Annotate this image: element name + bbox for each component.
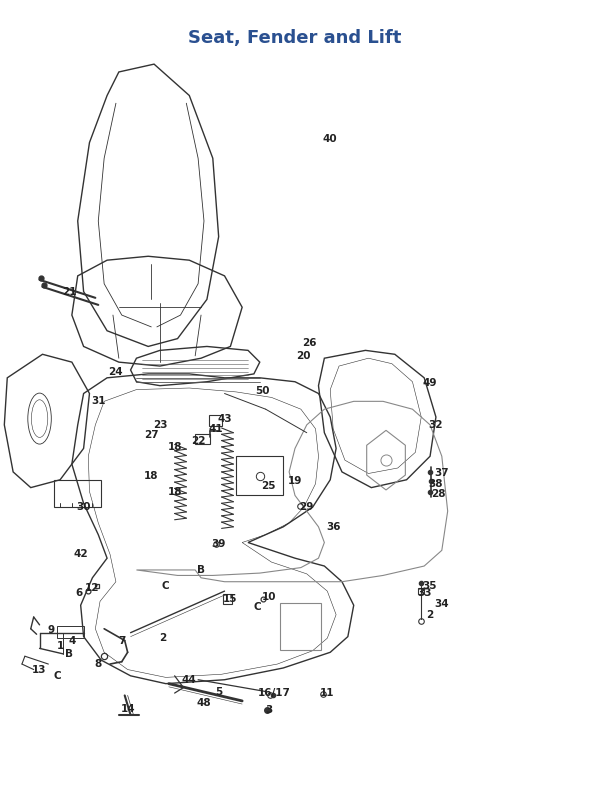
Text: 27: 27 [144,430,159,440]
Text: 19: 19 [288,476,302,486]
Text: 49: 49 [423,379,437,388]
Text: 15: 15 [223,594,238,604]
Text: 23: 23 [153,420,167,430]
Text: 28: 28 [432,489,446,499]
Text: 14: 14 [120,704,135,714]
Text: 26: 26 [303,338,317,348]
Text: 1: 1 [57,641,64,651]
Text: 12: 12 [85,583,100,593]
Text: 32: 32 [429,420,443,430]
Text: 20: 20 [297,351,311,361]
Text: 10: 10 [261,593,276,602]
Text: 34: 34 [434,599,449,608]
Text: 50: 50 [255,386,270,396]
Text: 41: 41 [208,423,223,434]
Text: 21: 21 [62,286,76,297]
Text: 22: 22 [191,435,205,445]
Text: 6: 6 [76,589,83,598]
Text: 16/17: 16/17 [258,688,291,698]
Text: 7: 7 [118,636,126,645]
Text: 18: 18 [168,486,182,497]
Text: B: B [197,565,205,575]
Text: 35: 35 [423,581,437,590]
Text: Seat, Fender and Lift: Seat, Fender and Lift [188,29,402,47]
Text: 39: 39 [211,539,226,549]
Text: 4: 4 [68,636,76,645]
Text: 38: 38 [429,478,443,489]
Text: 3: 3 [265,704,272,715]
Text: 18: 18 [144,471,158,481]
Text: 44: 44 [182,674,196,685]
Text: 29: 29 [300,502,314,512]
Text: 48: 48 [196,698,211,708]
Text: C: C [162,581,169,590]
Text: 8: 8 [94,659,102,669]
Text: 18: 18 [168,442,182,452]
Text: 31: 31 [91,397,106,406]
Text: 5: 5 [215,686,222,696]
Text: 37: 37 [434,468,449,478]
Text: 9: 9 [48,626,55,635]
Text: B: B [65,648,73,659]
Text: C: C [53,671,61,681]
Text: 36: 36 [326,522,340,532]
Text: 30: 30 [76,502,91,512]
Text: 43: 43 [217,414,232,423]
Text: 24: 24 [109,368,123,377]
Text: 11: 11 [320,688,335,698]
Text: C: C [253,602,261,611]
Text: 13: 13 [32,665,47,675]
Text: 25: 25 [261,481,276,491]
Text: 2: 2 [159,634,166,643]
Text: 42: 42 [73,549,88,560]
Text: 40: 40 [323,134,337,144]
Text: 33: 33 [417,589,431,598]
Text: 2: 2 [427,610,434,619]
